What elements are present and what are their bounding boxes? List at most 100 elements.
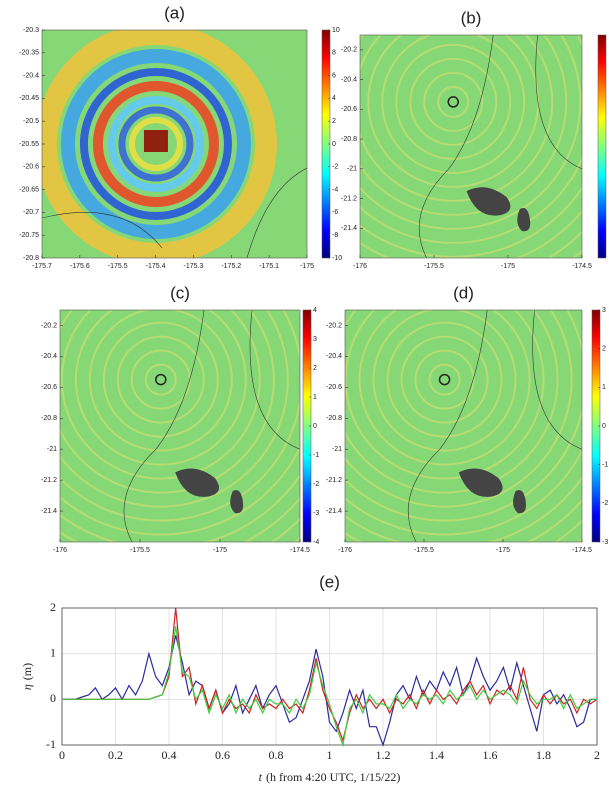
colorbar-tick-label: -1	[313, 452, 319, 459]
y-tick-label: -21.2	[341, 195, 357, 202]
y-tick-label: -20.65	[19, 186, 39, 193]
colorbar-tick-label: 6	[332, 72, 336, 79]
y-tick-label: -20.4	[23, 72, 39, 79]
y-tick-label: -21.4	[341, 225, 357, 232]
y-tick-label: -20.2	[326, 322, 342, 329]
colorbar-tick-label: 3	[602, 307, 606, 314]
colorbar-tick-label: 0	[332, 141, 336, 148]
x-axis-variable: t	[259, 770, 263, 784]
wave-ring	[423, 71, 484, 132]
x-tick-label: 2	[594, 748, 600, 762]
colorbar-tick-label: 0	[602, 423, 606, 430]
x-tick-label: -175	[501, 263, 515, 270]
map-frame	[359, 34, 583, 259]
series-line	[62, 626, 597, 748]
wave-ring	[92, 81, 219, 207]
y-axis-variable: η	[20, 684, 34, 690]
x-tick-label: -175	[496, 547, 510, 554]
contour	[418, 35, 582, 258]
x-tick-label: 0.4	[162, 748, 177, 762]
y-tick-label: -20.5	[23, 118, 39, 125]
y-tick-label: -1	[46, 737, 56, 751]
map-field	[42, 30, 307, 258]
x-tick-label: -175.5	[108, 263, 128, 270]
wave-ring	[360, 35, 554, 202]
wave-ring	[358, 310, 531, 466]
map-frame	[344, 309, 583, 543]
colorbar-tick-label: -3	[602, 539, 608, 546]
contour	[42, 167, 307, 258]
y-tick-label: -20.8	[326, 415, 342, 422]
panel-title: (b)	[461, 8, 482, 27]
colorbar-tick-label: 3	[313, 336, 317, 343]
y-tick-label: 1	[50, 645, 56, 659]
x-tick-label: -175.5	[424, 263, 444, 270]
wave-ring	[345, 310, 573, 508]
y-tick-label: -20.4	[326, 353, 342, 360]
wave-ring	[60, 310, 261, 480]
x-tick-label: 0	[59, 748, 65, 762]
island	[175, 468, 220, 497]
colorbar-tick-label: -8	[332, 232, 338, 239]
wave-ring	[395, 43, 512, 160]
island	[517, 208, 531, 232]
island	[513, 490, 526, 514]
x-tick-label: 1	[327, 748, 333, 762]
x-tick-label: -176	[353, 263, 367, 270]
wave-ring	[118, 106, 194, 182]
island	[458, 468, 503, 497]
wave-ring	[345, 310, 559, 494]
y-tick-label: -21.2	[41, 477, 57, 484]
wave-ring	[60, 310, 275, 494]
x-tick-label: -174.5	[572, 547, 592, 554]
colorbar-tick-label: -10	[332, 255, 342, 262]
x-tick-label: -175.5	[130, 547, 150, 554]
y-tick-label: -21	[47, 446, 57, 453]
panel-title: (a)	[164, 3, 185, 22]
y-tick-label: -20.2	[41, 322, 57, 329]
colorbar-tick-label: -2	[332, 164, 338, 171]
wave-ring	[116, 335, 205, 424]
volcano-core	[143, 130, 168, 152]
wave-ring	[386, 321, 503, 438]
volcano	[447, 96, 459, 108]
wave-ring	[360, 35, 568, 216]
y-tick-label: -21.4	[41, 508, 57, 515]
series-line	[62, 635, 597, 747]
y-tick-label: -20.8	[341, 136, 357, 143]
plot-frame	[61, 607, 598, 746]
y-tick-label: -20.6	[341, 106, 357, 113]
map-field	[60, 310, 300, 542]
y-tick-label: 2	[50, 600, 56, 614]
wave-ring	[372, 310, 517, 452]
y-tick-label: -20.8	[41, 415, 57, 422]
panel-title: (c)	[170, 283, 190, 302]
map-field	[345, 310, 582, 542]
y-tick-label: -20.55	[19, 141, 39, 148]
wave-ring	[409, 57, 498, 146]
contour	[123, 310, 300, 542]
wave-ring	[128, 117, 183, 171]
panel-title: (e)	[319, 572, 340, 591]
x-tick-label: -175.6	[70, 263, 90, 270]
x-tick-label: -174.5	[290, 547, 310, 554]
wave-ring	[60, 310, 300, 536]
x-tick-label: -175	[300, 263, 314, 270]
x-tick-label: 0.8	[269, 748, 284, 762]
colorbar-tick-label: 8	[332, 50, 336, 57]
y-tick-label: -20.7	[23, 209, 39, 216]
y-axis-unit: (m)	[20, 663, 34, 680]
wave-ring	[414, 349, 475, 410]
x-tick-label: 1.6	[483, 748, 498, 762]
y-tick-label: -21.2	[326, 477, 342, 484]
colorbar	[597, 34, 607, 259]
map-frame	[59, 309, 301, 543]
sea-surface	[60, 310, 300, 542]
wave-ring	[437, 85, 470, 118]
colorbar-tick-label: 2	[602, 346, 606, 353]
colorbar-tick-label: -4	[313, 539, 319, 546]
x-tick-label: -176	[338, 547, 352, 554]
x-tick-label: -175.1	[259, 263, 279, 270]
wave-ring	[345, 310, 582, 522]
